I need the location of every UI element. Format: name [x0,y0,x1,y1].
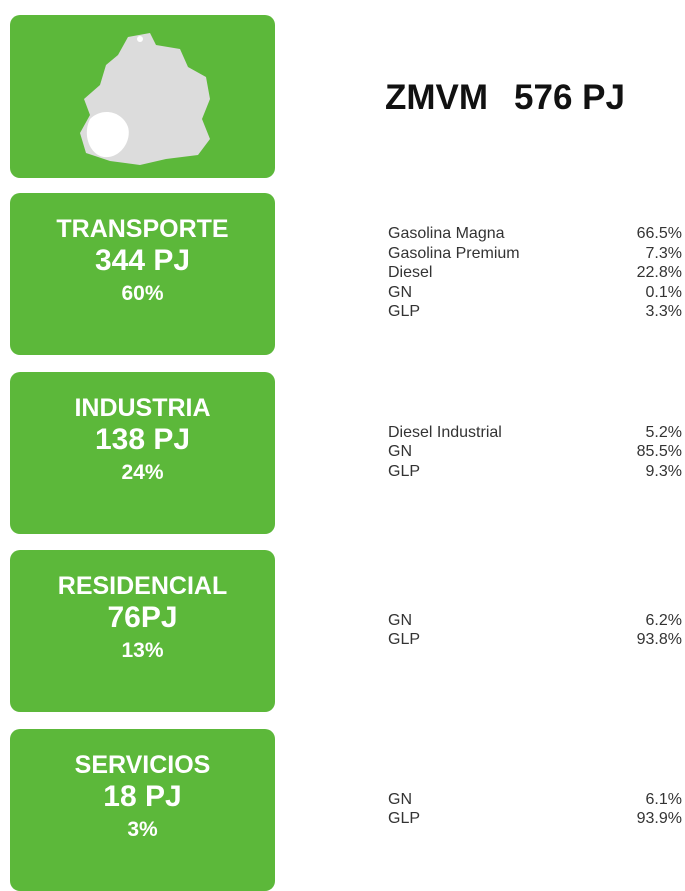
sector-energy: 18 PJ [103,780,182,813]
sector-name: SERVICIOS [74,751,211,779]
fuel-name: GLP [388,810,421,827]
map-area [86,112,129,158]
fuel-row: GLP 3.3% [388,303,682,323]
sector-share: 24% [121,461,164,484]
fuel-row: Gasolina Premium 7.3% [388,245,682,265]
title-total: 576 PJ [514,78,625,117]
fuel-row: GLP 93.9% [388,810,682,830]
sector-box: TRANSPORTE 344 PJ 60% [10,193,275,355]
sector-share: 3% [127,818,158,841]
fuel-row: GN 0.1% [388,284,682,304]
sector-name: TRANSPORTE [56,215,229,243]
fuel-row: GLP 9.3% [388,463,682,483]
map-box [10,15,275,178]
fuel-row: Diesel Industrial 5.2% [388,424,682,444]
fuel-share: 6.1% [645,790,682,808]
fuel-row: Gasolina Magna 66.5% [388,225,682,245]
fuel-name: Diesel Industrial [388,423,502,441]
map [80,33,210,165]
fuel-share: 5.2% [645,423,682,441]
fuel-share: 66.5% [636,225,682,243]
fuel-share: 85.5% [636,443,682,461]
sector-name: INDUSTRIA [74,394,211,422]
fuel-row: GLP 93.8% [388,631,682,651]
sector-share: 13% [121,639,164,662]
fuel-share: 93.9% [636,810,682,827]
fuel-name: GN [388,283,412,301]
fuel-share: 9.3% [645,462,682,480]
sector-box: RESIDENCIAL 76PJ 13% [10,550,275,712]
fuel-share: 3.3% [645,303,682,321]
fuel-share: 22.8% [636,264,682,282]
title-name: ZMVM [385,78,489,117]
fuel-row: GN 85.5% [388,443,682,463]
sector-share: 60% [121,282,164,305]
fuel-name: Gasolina Magna [388,225,505,243]
fuel-name: GN [388,790,412,808]
fuel-row: GN 6.1% [388,791,682,811]
fuel-name: GLP [388,303,421,321]
fuel-row: Diesel 22.8% [388,264,682,284]
title: ZMVM 576 PJ [385,78,651,118]
fuel-share: 7.3% [645,244,682,262]
sector-box: SERVICIOS 18 PJ 3% [10,729,275,891]
fuel-name: Diesel [388,264,433,282]
fuel-name: GLP [388,631,421,648]
map-dot [137,36,143,42]
fuel-name: Gasolina Premium [388,244,520,262]
sector-box: INDUSTRIA 138 PJ 24% [10,372,275,534]
sector-energy: 138 PJ [94,423,191,456]
fuel-name: GLP [388,462,421,480]
fuel-name: GN [388,443,412,461]
fuel-row: GN 6.2% [388,612,682,632]
fuel-share: 6.2% [645,611,682,629]
sector-name: RESIDENCIAL [57,572,228,600]
fuel-share: 93.8% [636,631,682,648]
sector-energy: 76PJ [107,601,178,634]
fuel-share: 0.1% [645,283,682,301]
fuel-name: GN [388,611,412,629]
sector-energy: 344 PJ [94,244,191,277]
